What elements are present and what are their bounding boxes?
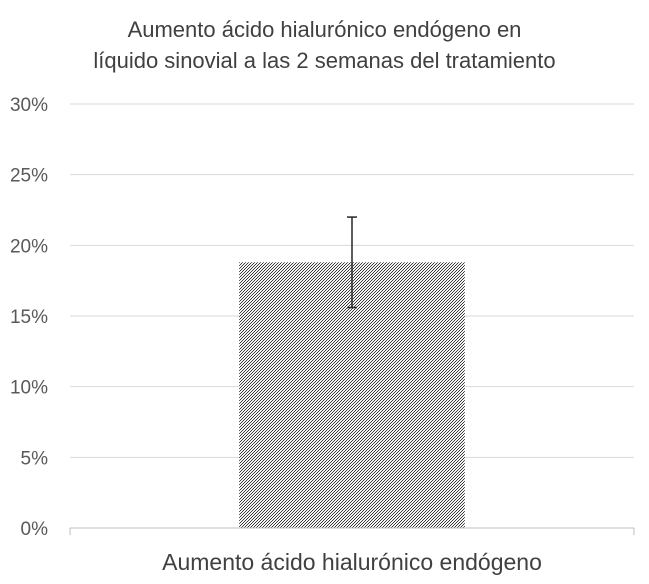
y-tick-label-5: 5% [21,448,49,469]
chart-title: Aumento ácido hialurónico endógeno en lí… [0,14,649,76]
y-tick-label-20: 20% [10,236,48,257]
y-tick-label-15: 15% [10,307,48,328]
bars [239,216,465,528]
y-tick-label-0: 0% [21,519,49,540]
y-tick-label-25: 25% [10,166,48,187]
tick-labels: 0% 5% 10% 15% 20% 25% 30% Aumento ácido hialuró… [10,95,542,575]
x-category-label-0: Aumento ácido hialurónico endógeno [162,549,542,575]
y-tick-label-10: 10% [10,378,48,399]
chart-title-line-1: Aumento ácido hialurónico endógeno en [127,17,522,42]
chart-title-line-2: líquido sinovial a las 2 semanas del tra… [93,48,556,73]
y-tick-label-30: 30% [10,95,48,116]
axes [69,527,635,535]
